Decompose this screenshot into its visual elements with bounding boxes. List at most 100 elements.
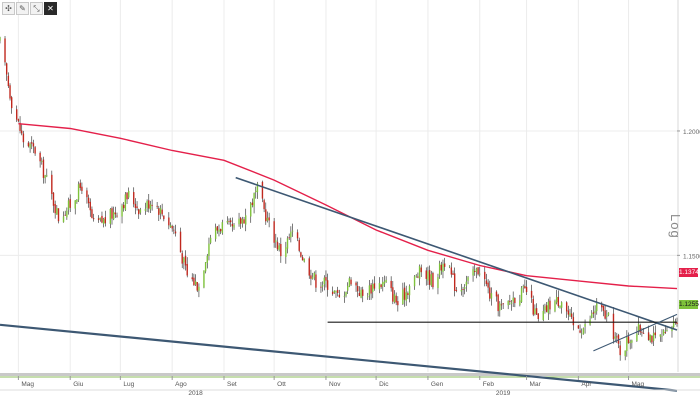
candle-body <box>355 282 357 286</box>
x-tick-label: Giu <box>73 381 84 388</box>
candle-body <box>649 334 651 342</box>
candle-body <box>128 190 130 198</box>
candle-body <box>542 310 544 321</box>
candle-body <box>325 277 327 281</box>
candle-body <box>124 194 127 210</box>
candle-body <box>594 310 596 314</box>
log-scale-label[interactable]: Log <box>668 214 683 239</box>
candle-body <box>42 159 45 178</box>
y-tick-label: 1.2000 <box>683 129 700 136</box>
candle-body <box>51 174 53 194</box>
candle-body <box>276 241 279 250</box>
candle-body <box>616 336 618 338</box>
candle-body <box>333 290 336 293</box>
candle-body <box>163 215 165 220</box>
candle-body <box>161 209 163 215</box>
candle-body <box>69 199 71 208</box>
candle-body <box>46 175 48 177</box>
close-icon[interactable]: ✕ <box>44 2 57 15</box>
candle-body <box>144 208 147 211</box>
candle-body <box>487 282 489 288</box>
candle-body <box>19 122 21 131</box>
candle-body <box>642 332 645 334</box>
candle-body <box>159 207 162 214</box>
candle-body <box>326 280 329 290</box>
candle-body <box>604 310 606 319</box>
candle-body <box>570 313 573 318</box>
candle-body <box>402 289 404 305</box>
candle-body <box>298 239 300 251</box>
short-rising-trendline <box>593 313 678 352</box>
candle-body <box>112 212 115 220</box>
candle-body <box>530 290 533 298</box>
candle-body <box>77 184 80 200</box>
candle-body <box>607 312 610 316</box>
candle-body <box>629 341 631 344</box>
candle-body <box>579 330 581 333</box>
candle-body <box>652 333 655 341</box>
crosshair-icon[interactable]: ✣ <box>2 2 15 15</box>
candle-body <box>288 237 290 239</box>
candle-body <box>443 263 446 267</box>
candle-body <box>462 289 464 290</box>
candle-body <box>534 308 536 314</box>
candle-body <box>569 313 571 316</box>
candle-body <box>420 267 422 273</box>
candle-body <box>109 208 112 224</box>
candle-body <box>555 296 558 303</box>
candle-body <box>57 208 60 222</box>
x-tick-label: Mag <box>632 381 645 388</box>
candle-body <box>659 334 661 337</box>
candle-body <box>320 286 322 288</box>
candle-body <box>582 328 585 334</box>
candle-body <box>591 313 593 319</box>
candle-body <box>358 292 361 296</box>
candle-body <box>612 313 615 340</box>
candle-body <box>11 97 13 109</box>
candle-body <box>495 291 498 297</box>
candle-body <box>522 286 524 288</box>
candle-body <box>567 310 570 315</box>
x-tick-label: Apr <box>581 381 592 388</box>
candle-body <box>183 257 185 263</box>
arrows-icon[interactable]: ⤡ <box>30 2 43 15</box>
y-tick-label: 1.1500 <box>683 253 700 260</box>
candle-body <box>418 266 421 279</box>
candle-body <box>467 277 469 281</box>
candle-body <box>666 330 668 331</box>
candle-body <box>477 267 479 275</box>
candle-body <box>191 277 193 280</box>
candle-body <box>311 277 314 279</box>
candle-body <box>226 220 229 223</box>
candle-body <box>9 85 11 99</box>
candle-body <box>126 192 128 200</box>
candle-body <box>577 325 580 329</box>
candle-body <box>465 281 468 286</box>
candle-body <box>370 284 372 294</box>
moving-average-price-tag: 1.1374 <box>679 268 699 277</box>
candle-body <box>437 277 439 289</box>
candle-body <box>636 333 638 341</box>
candle-body <box>336 289 339 294</box>
candle-body <box>97 218 100 221</box>
candle-body <box>300 252 302 257</box>
candle-body <box>380 284 382 288</box>
last-price-tag: 1.1255 <box>679 300 699 309</box>
candle-body <box>139 209 142 213</box>
candle-body <box>549 300 551 310</box>
pencil-icon[interactable]: ✎ <box>16 2 29 15</box>
candle-body <box>184 255 187 266</box>
candle-body <box>475 268 478 272</box>
candle-body <box>265 209 267 222</box>
candle-body <box>198 286 200 291</box>
candle-body <box>5 63 8 75</box>
candle-body <box>285 247 287 258</box>
candle-body <box>602 305 605 311</box>
candle-body <box>544 306 546 311</box>
candle-body <box>253 193 255 207</box>
x-tick-label: Gen <box>431 381 444 388</box>
candle-body <box>405 292 407 301</box>
candle-body <box>196 282 198 291</box>
candle-body <box>472 269 474 276</box>
candle-body <box>81 186 83 191</box>
